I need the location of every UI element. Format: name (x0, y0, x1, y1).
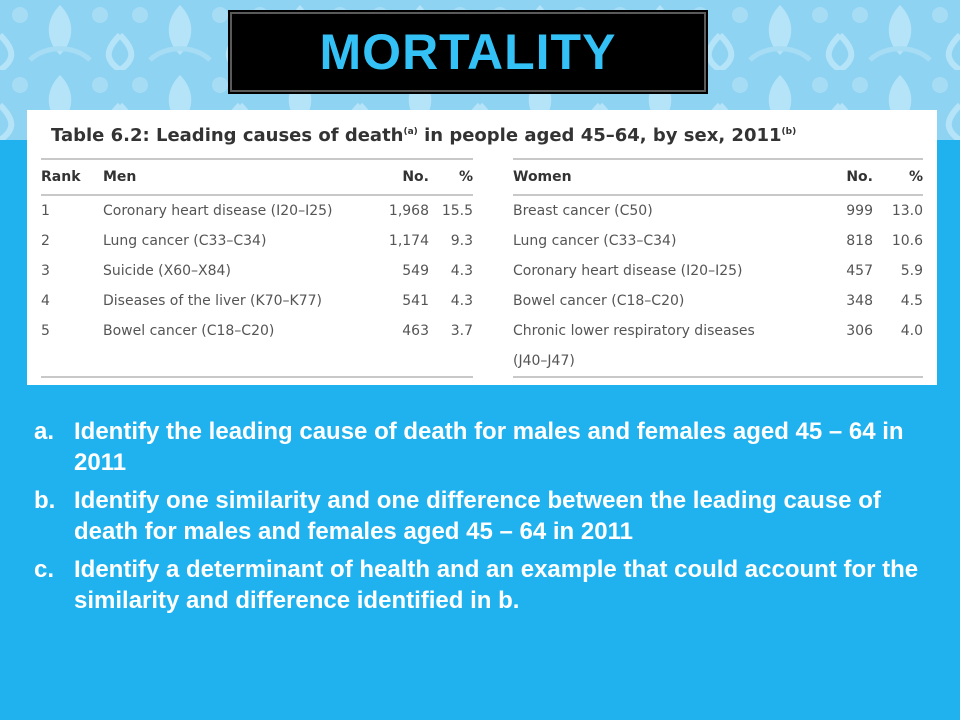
table-row: Chronic lower respiratory diseases 306 4… (513, 316, 923, 346)
women-table: Women No. % Breast cancer (C50) 999 13.0… (513, 158, 923, 378)
title-box: MORTALITY (230, 12, 706, 92)
count-cell: 818 (846, 233, 873, 249)
cause-cell: Suicide (X60–X84) (103, 263, 231, 279)
table-row: 1 Coronary heart disease (I20–I25) 1,968… (41, 195, 473, 226)
rank-cell: 3 (41, 263, 50, 279)
cause-cell: Lung cancer (C33–C34) (513, 233, 677, 249)
header-pct: % (429, 158, 473, 196)
men-header-row: Rank Men No. % (41, 158, 473, 196)
table-row: 3 Suicide (X60–X84) 549 4.3 (41, 256, 473, 286)
table-row: Coronary heart disease (I20–I25) 457 5.9 (513, 256, 923, 286)
percent-cell: 4.3 (450, 293, 473, 309)
percent-cell: 4.0 (900, 323, 923, 339)
men-table: Rank Men No. % 1 Coronary heart disease … (41, 158, 473, 378)
header-men: Men (103, 158, 373, 196)
table-row: 5 Bowel cancer (C18–C20) 463 3.7 (41, 316, 473, 346)
question-item: b. Identify one similarity and one diffe… (34, 485, 934, 547)
question-text: Identify a determinant of health and an … (74, 556, 919, 614)
table-caption: Table 6.2: Leading causes of death(a) in… (51, 125, 796, 146)
question-marker: c. (34, 556, 55, 583)
count-cell: 463 (402, 323, 429, 339)
caption-rest: in people aged 45–64, by sex, 2011 (417, 125, 782, 146)
cause-cell: Coronary heart disease (I20–I25) (103, 203, 333, 219)
count-cell: 457 (846, 263, 873, 279)
rank-cell: 2 (41, 233, 50, 249)
cause-cell: Breast cancer (C50) (513, 203, 653, 219)
women-header-row: Women No. % (513, 158, 923, 196)
header-women: Women (513, 158, 813, 196)
cause-cell: Chronic lower respiratory diseases (513, 323, 755, 339)
rank-cell: 1 (41, 203, 50, 219)
cause-cell: Lung cancer (C33–C34) (103, 233, 267, 249)
table-row: 4 Diseases of the liver (K70–K77) 541 4.… (41, 286, 473, 316)
question-marker: a. (34, 418, 55, 445)
question-marker: b. (34, 487, 56, 514)
cause-cell-continuation: (J40–J47) (513, 346, 813, 378)
table-row: Bowel cancer (C18–C20) 348 4.5 (513, 286, 923, 316)
count-cell: 306 (846, 323, 873, 339)
percent-cell: 3.7 (450, 323, 473, 339)
cause-cell: Bowel cancer (C18–C20) (103, 323, 275, 339)
question-item: a. Identify the leading cause of death f… (34, 416, 934, 478)
question-list: a. Identify the leading cause of death f… (34, 416, 934, 623)
count-cell: 1,968 (388, 203, 429, 219)
question-item: c. Identify a determinant of health and … (34, 554, 934, 616)
caption-sup-a: (a) (403, 127, 418, 137)
header-no: No. (373, 158, 429, 196)
cause-cell: Diseases of the liver (K70–K77) (103, 293, 322, 309)
percent-cell: 4.5 (900, 293, 923, 309)
rank-cell: 5 (41, 323, 50, 339)
percent-cell: 4.3 (450, 263, 473, 279)
caption-sup-b: (b) (781, 127, 797, 137)
table-row-spacer (41, 346, 473, 378)
count-cell: 348 (846, 293, 873, 309)
rank-cell: 4 (41, 293, 50, 309)
header-no: No. (813, 158, 873, 196)
question-text: Identify one similarity and one differen… (74, 487, 881, 545)
mortality-table: Table 6.2: Leading causes of death(a) in… (27, 110, 937, 385)
percent-cell: 15.5 (441, 203, 473, 219)
question-text: Identify the leading cause of death for … (74, 418, 904, 476)
header-rank: Rank (41, 158, 103, 196)
percent-cell: 10.6 (891, 233, 923, 249)
slide-title: MORTALITY (319, 24, 617, 80)
count-cell: 1,174 (388, 233, 429, 249)
table-row: 2 Lung cancer (C33–C34) 1,174 9.3 (41, 226, 473, 256)
count-cell: 999 (846, 203, 873, 219)
count-cell: 549 (402, 263, 429, 279)
cause-cell: Coronary heart disease (I20–I25) (513, 263, 743, 279)
percent-cell: 9.3 (450, 233, 473, 249)
table-row: Lung cancer (C33–C34) 818 10.6 (513, 226, 923, 256)
table-row-continuation: (J40–J47) (513, 346, 923, 378)
cause-cell: Bowel cancer (C18–C20) (513, 293, 685, 309)
percent-cell: 13.0 (891, 203, 923, 219)
table-row: Breast cancer (C50) 999 13.0 (513, 195, 923, 226)
count-cell: 541 (402, 293, 429, 309)
header-pct: % (873, 158, 923, 196)
caption-text: Table 6.2: Leading causes of death (51, 125, 404, 146)
percent-cell: 5.9 (900, 263, 923, 279)
